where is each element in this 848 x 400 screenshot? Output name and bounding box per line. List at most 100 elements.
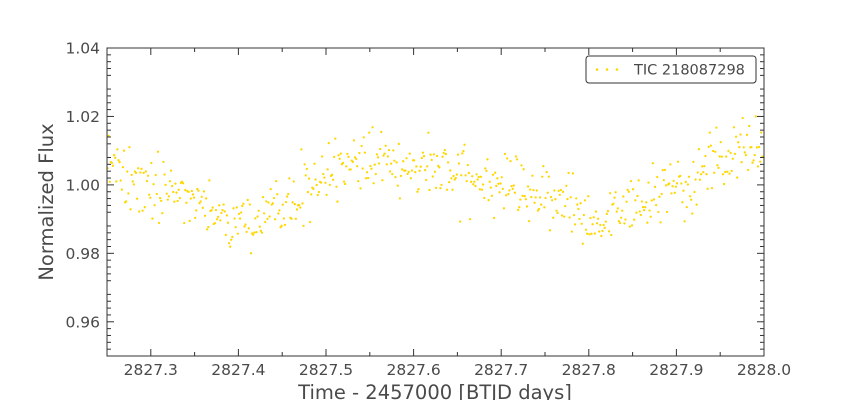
data-point xyxy=(345,165,348,168)
data-point xyxy=(392,149,395,152)
data-point xyxy=(255,230,258,234)
data-point xyxy=(164,183,167,187)
data-point xyxy=(207,225,210,229)
data-point xyxy=(271,202,275,205)
data-point xyxy=(674,185,677,188)
data-point xyxy=(552,216,555,219)
data-point xyxy=(167,195,171,198)
data-point xyxy=(260,231,264,234)
data-point xyxy=(219,219,222,222)
data-point xyxy=(237,212,241,216)
x-tick-label: 2827.9 xyxy=(649,361,703,379)
data-point xyxy=(399,174,403,178)
data-point xyxy=(254,217,257,220)
data-point xyxy=(315,183,318,187)
data-point xyxy=(360,144,363,148)
data-point xyxy=(534,196,537,199)
data-point xyxy=(506,157,509,160)
data-point xyxy=(569,196,572,199)
data-point xyxy=(524,197,527,201)
data-point xyxy=(465,180,468,183)
data-point xyxy=(245,230,248,234)
data-point xyxy=(606,209,610,213)
data-point xyxy=(700,165,704,168)
data-point xyxy=(287,192,290,196)
x-axis-ticks: 2827.3 2827.4 2827.5 2827.6 2827.7 2827.8 2827… xyxy=(106,48,791,379)
data-point xyxy=(282,217,285,220)
data-point xyxy=(671,185,674,188)
data-point xyxy=(184,188,187,192)
data-point xyxy=(705,173,708,176)
data-point xyxy=(556,211,559,215)
data-point xyxy=(426,165,429,168)
data-point xyxy=(404,169,407,172)
data-point xyxy=(713,171,716,174)
data-point xyxy=(542,164,545,168)
data-point xyxy=(126,170,129,173)
data-point xyxy=(573,223,577,226)
data-point xyxy=(406,172,409,176)
data-point xyxy=(273,218,277,221)
data-point xyxy=(405,157,408,160)
data-point xyxy=(288,177,291,180)
data-point xyxy=(173,200,176,203)
data-point xyxy=(566,197,569,201)
data-point xyxy=(745,133,749,137)
data-point xyxy=(132,183,135,186)
data-point xyxy=(520,164,523,167)
data-point xyxy=(357,179,360,183)
data-point xyxy=(557,189,560,192)
data-point xyxy=(491,173,495,176)
data-point xyxy=(427,131,430,134)
data-point xyxy=(461,152,464,155)
data-point xyxy=(155,192,158,196)
data-point xyxy=(598,230,601,233)
data-point xyxy=(584,228,588,231)
data-point xyxy=(509,160,512,163)
data-point xyxy=(316,193,319,197)
data-point xyxy=(388,170,392,173)
data-point xyxy=(161,212,164,215)
data-point xyxy=(122,149,126,152)
data-point xyxy=(119,179,122,182)
data-point xyxy=(665,210,669,214)
data-point xyxy=(334,137,337,140)
data-point xyxy=(731,157,734,160)
data-point xyxy=(495,184,498,188)
data-point xyxy=(157,221,161,225)
data-point xyxy=(280,224,283,227)
data-point xyxy=(553,189,556,192)
data-point xyxy=(218,204,221,207)
data-point xyxy=(382,154,385,157)
data-point xyxy=(473,180,476,183)
data-point xyxy=(327,141,330,145)
data-point xyxy=(502,207,506,210)
data-point xyxy=(519,198,522,201)
data-point xyxy=(609,192,612,195)
data-point xyxy=(586,232,589,235)
data-point xyxy=(115,180,118,183)
data-point xyxy=(418,169,421,172)
data-point xyxy=(504,194,508,197)
data-point xyxy=(760,131,763,134)
data-point xyxy=(681,201,684,204)
data-point xyxy=(535,189,538,192)
data-point xyxy=(527,220,531,223)
data-point xyxy=(118,161,121,164)
data-point xyxy=(610,233,613,237)
data-point xyxy=(625,200,628,203)
data-point xyxy=(513,191,517,194)
data-point xyxy=(259,229,262,232)
data-point xyxy=(637,179,640,182)
data-point xyxy=(744,153,748,157)
data-point xyxy=(605,212,609,216)
data-point xyxy=(659,221,662,224)
data-point xyxy=(422,154,426,158)
data-point xyxy=(576,203,579,206)
data-point xyxy=(706,187,709,190)
data-point xyxy=(496,177,499,180)
data-point xyxy=(481,183,485,186)
data-point xyxy=(238,217,242,220)
data-point xyxy=(176,199,179,203)
